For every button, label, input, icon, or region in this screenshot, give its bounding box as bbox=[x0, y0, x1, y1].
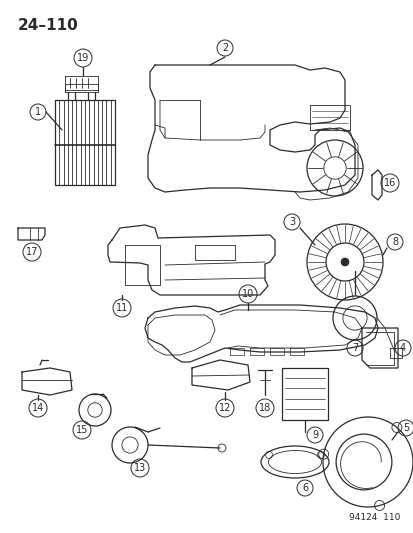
Text: 13: 13 bbox=[133, 463, 146, 473]
Text: 16: 16 bbox=[383, 178, 395, 188]
Text: 4: 4 bbox=[399, 343, 405, 353]
Circle shape bbox=[340, 258, 348, 266]
Text: 17: 17 bbox=[26, 247, 38, 257]
Text: 14: 14 bbox=[32, 403, 44, 413]
Text: 2: 2 bbox=[221, 43, 228, 53]
Text: 18: 18 bbox=[258, 403, 271, 413]
Text: 10: 10 bbox=[241, 289, 254, 299]
Text: 6: 6 bbox=[301, 483, 307, 493]
Text: 19: 19 bbox=[77, 53, 89, 63]
Text: 8: 8 bbox=[391, 237, 397, 247]
Text: 15: 15 bbox=[76, 425, 88, 435]
Text: 5: 5 bbox=[402, 423, 408, 433]
Text: 12: 12 bbox=[218, 403, 230, 413]
Text: 94124  110: 94124 110 bbox=[348, 513, 399, 522]
Text: 7: 7 bbox=[351, 343, 357, 353]
Text: 3: 3 bbox=[288, 217, 294, 227]
Text: 9: 9 bbox=[311, 430, 317, 440]
Text: 1: 1 bbox=[35, 107, 41, 117]
Text: 11: 11 bbox=[116, 303, 128, 313]
Text: 24–110: 24–110 bbox=[18, 18, 78, 33]
